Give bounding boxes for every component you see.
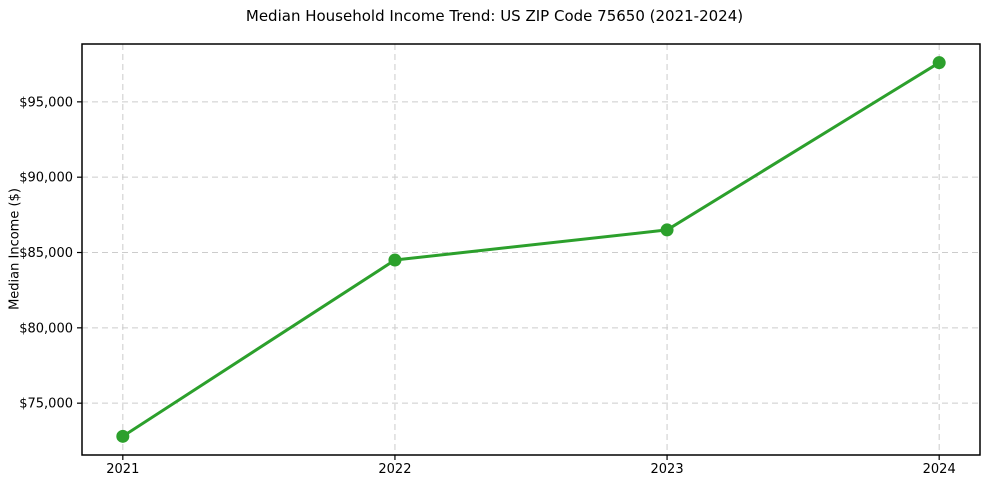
y-tick-label: $95,000	[19, 95, 73, 110]
y-tick-label: $90,000	[19, 171, 73, 186]
data-point-2021	[116, 429, 130, 443]
trend-line	[121, 61, 941, 438]
x-tick-label: 2023	[651, 462, 684, 477]
plot-border	[81, 43, 981, 456]
chart-title: Median Household Income Trend: US ZIP Co…	[245, 7, 744, 25]
data-point-2022	[388, 253, 402, 267]
x-tick-label: 2022	[378, 462, 411, 477]
y-tick-label: $80,000	[19, 321, 73, 336]
x-tick-label: 2021	[106, 462, 139, 477]
data-point-2024	[932, 56, 946, 70]
y-tick-label: $75,000	[19, 397, 73, 412]
y-tick-label: $85,000	[19, 246, 73, 261]
data-point-2023	[660, 223, 674, 237]
x-tick-label: 2024	[923, 462, 956, 477]
